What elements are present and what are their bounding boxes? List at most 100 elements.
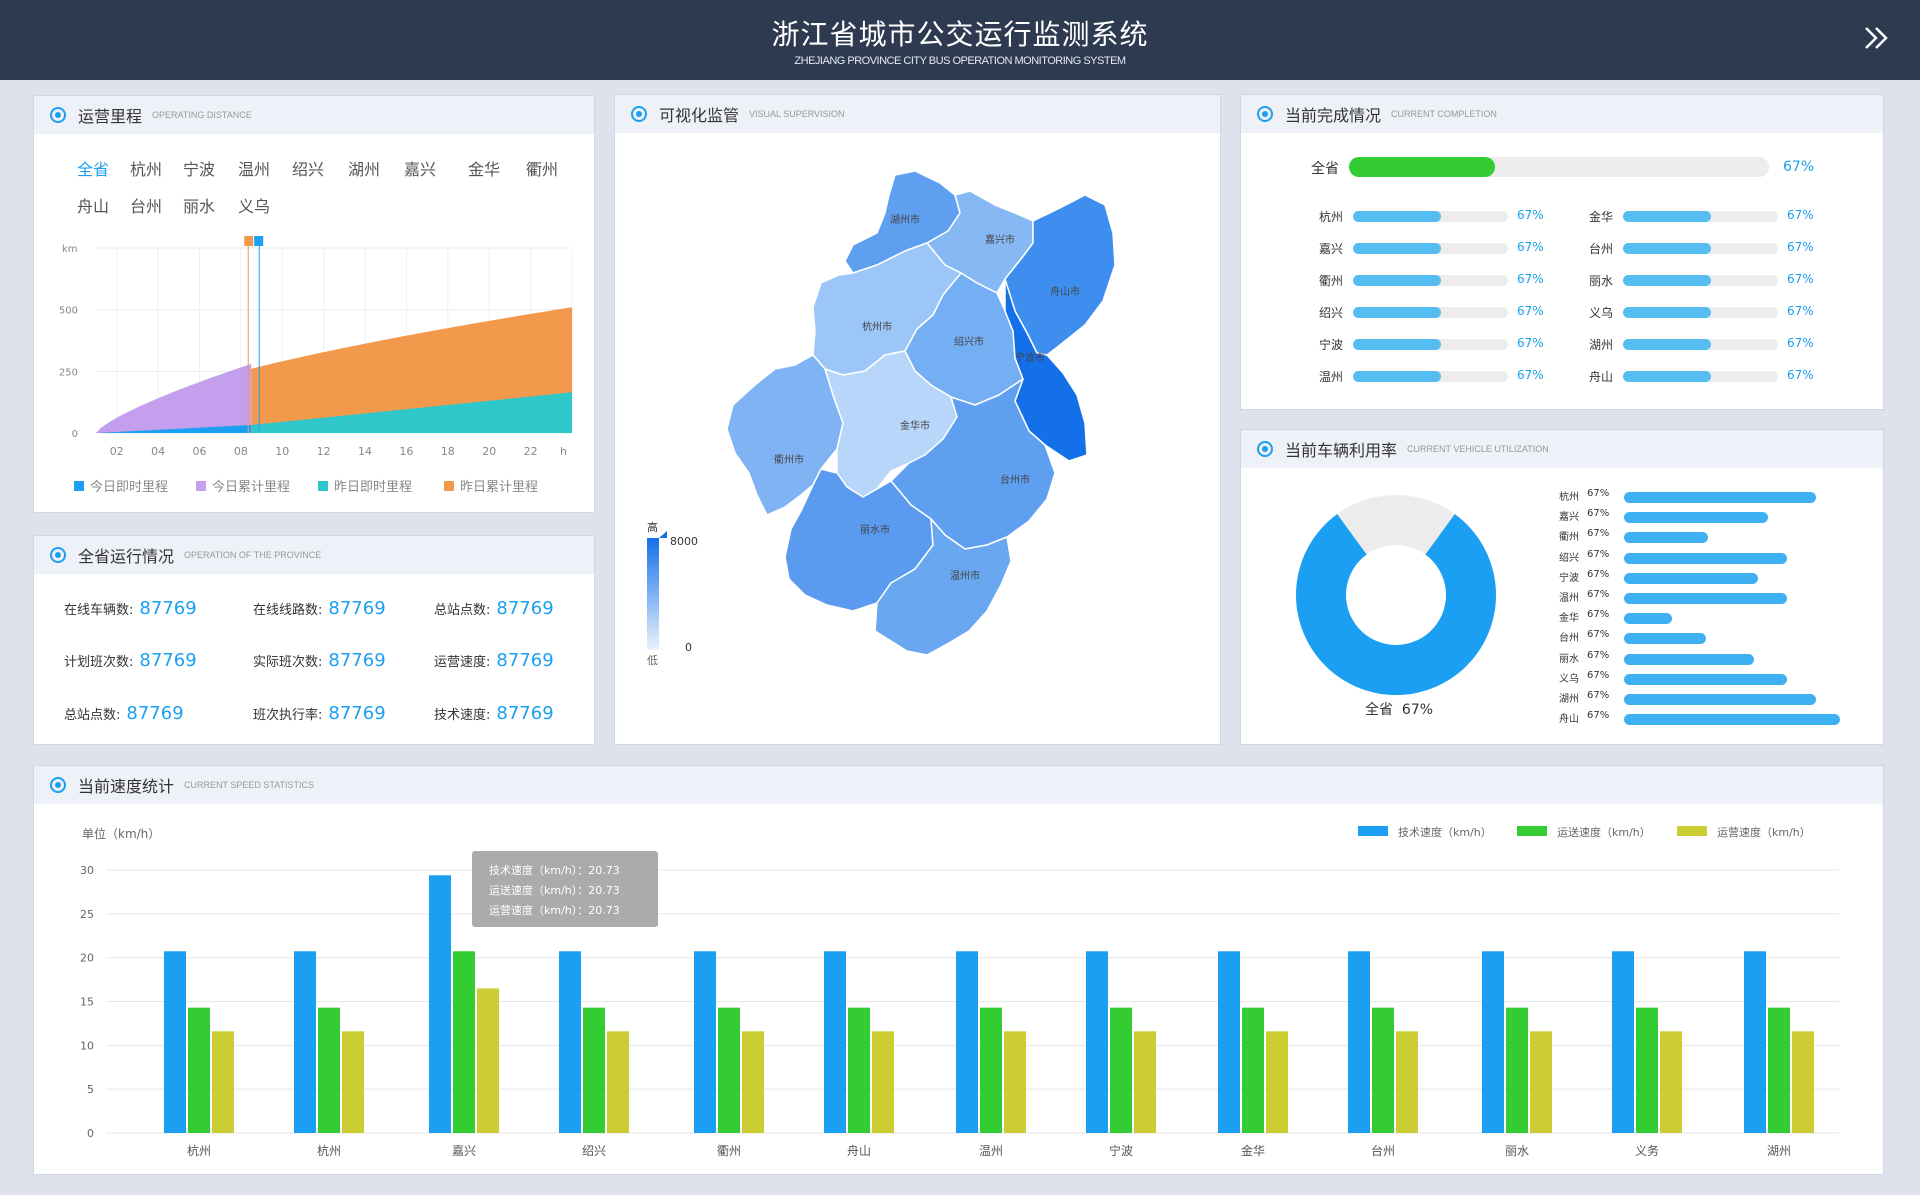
legend-swatch [444,480,454,491]
donut-label: 全省 [1365,702,1393,718]
completion-city-fill [1353,243,1442,254]
utilization-city-bar [1624,694,1816,705]
legend-swatch [1517,826,1547,836]
completion-panel-subtitle: CURRENT COMPLETION [1391,109,1497,119]
utilization-city-label: 杭州 [1559,492,1579,503]
map-panel: 可视化监管 VISUAL SUPERVISION 湖州市 嘉兴市 舟山市 杭州市 绍兴市… [614,94,1221,745]
speed-bar [1482,951,1504,1133]
completion-city-label: 丽水 [1589,274,1614,288]
utilization-panel-header: 当前车辆利用率 CURRENT VEHICLE UTILIZATION [1241,430,1883,468]
utilization-city-label: 温州 [1559,593,1579,604]
speed-bar [694,951,716,1133]
legend-label: 昨日累计里程 [460,480,539,495]
speed-bar [1218,951,1240,1133]
y-tick-label: 25 [80,908,94,921]
city-tab[interactable]: 金华 [468,160,501,179]
y-unit: km [62,244,78,255]
city-tab[interactable]: 全省 [77,160,110,179]
speed-bar [342,1031,364,1133]
utilization-city-label: 衢州 [1559,532,1579,544]
y-axis-label: 单位（km/h） [82,826,160,841]
completion-panel-header: 当前完成情况 CURRENT COMPLETION [1241,95,1883,133]
x-tick-label: 衢州 [717,1144,741,1158]
speed-panel: 当前速度统计 CURRENT SPEED STATISTICS 0 5 10 15 20… [33,765,1884,1175]
completion-city-fill [1623,243,1712,254]
x-tick-label: 20 [482,445,496,458]
city-tab[interactable]: 温州 [238,160,271,179]
stat-item: 运营速度: 87769 [434,650,554,671]
city-tab[interactable]: 嘉兴 [404,160,437,179]
x-tick-label: 18 [441,445,455,458]
map-legend-handle[interactable] [659,531,667,538]
utilization-city-label: 绍兴 [1559,552,1579,564]
speed-tooltip: 技术速度（km/h）：20.73 运送速度（km/h）：20.73 运营速度（km/… [472,851,658,927]
city-tab[interactable]: 杭州 [130,160,163,179]
speed-panel-header: 当前速度统计 CURRENT SPEED STATISTICS [34,766,1883,804]
completion-city-track [1623,243,1778,254]
city-tab[interactable]: 丽水 [183,197,216,216]
y-tick-label: 10 [80,1039,94,1052]
utilization-city-bar [1624,633,1706,645]
city-tab[interactable]: 舟山 [77,197,110,216]
completion-city-track [1353,275,1508,286]
stat-value: 87769 [328,703,386,724]
map-region-wenzhou[interactable] [874,518,1012,656]
x-tick-label: 绍兴 [582,1144,606,1158]
city-tab[interactable]: 绍兴 [292,160,325,179]
completion-city-fill [1353,307,1442,318]
completion-city-track [1623,371,1778,382]
completion-panel-title: 当前完成情况 [1285,106,1382,125]
speed-bar [477,988,499,1133]
utilization-donut [1296,495,1496,695]
completion-city-label: 宁波 [1319,338,1344,352]
donut-fill [1296,514,1496,695]
stat-item: 在线车辆数: 87769 [64,598,197,619]
map-legend-high: 高 [647,520,658,534]
double-chevron-right-icon[interactable] [1862,22,1894,54]
map-panel-subtitle: VISUAL SUPERVISION [749,109,845,119]
utilization-city-bar [1624,552,1788,564]
map-region-label: 金华市 [900,419,930,432]
completion-city-fill [1353,371,1442,382]
city-tab[interactable]: 义乌 [238,197,271,216]
completion-total-track [1349,157,1769,177]
completion-city-label: 衢州 [1319,274,1344,288]
completion-city-fill [1623,307,1712,318]
legend-label: 昨日即时里程 [334,480,413,495]
stat-value: 87769 [496,598,554,619]
distance-chart: km 0 250 500 02 04 06 08 10 12 14 16 18 20 22 h [59,236,573,458]
legend-label: 运营速度（km/h） [1717,825,1811,839]
tooltip-line: 运营速度（km/h）：20.73 [489,903,620,917]
city-tab[interactable]: 湖州 [348,160,381,179]
target-icon [1257,441,1273,457]
y-tick-label: 20 [80,952,94,965]
map-region-zhoushan[interactable] [1004,194,1116,356]
completion-city-label: 杭州 [1319,210,1344,224]
city-tab[interactable]: 衢州 [526,160,559,179]
completion-city-track [1623,211,1778,222]
utilization-panel: 当前车辆利用率 CURRENT VEHICLE UTILIZATION 全省 6… [1240,429,1884,745]
city-tab[interactable]: 台州 [130,197,163,216]
map-region-ningbo[interactable] [1004,278,1088,462]
completion-total-label: 全省 [1311,161,1339,177]
y-tick-label: 0 [72,429,78,440]
province-panel-title: 全省运行情况 [78,547,175,566]
speed-bar [429,875,451,1133]
utilization-city-label: 宁波 [1559,572,1579,584]
completion-city-pct: 67% [1787,304,1814,318]
map-region-label: 衢州市 [774,453,804,466]
speed-bar [1660,1031,1682,1133]
utilization-city-pct: 67% [1587,528,1610,540]
speed-bar [980,1007,1002,1133]
city-tab[interactable]: 宁波 [183,160,216,179]
speed-bar [1506,1007,1528,1133]
stat-value: 87769 [139,598,197,619]
legend-label: 今日即时里程 [90,480,169,495]
utilization-city-pct: 67% [1587,589,1610,600]
legend-swatch [1677,826,1707,836]
completion-city-track [1353,211,1508,222]
map-region-jiaxing[interactable] [926,190,1034,294]
x-tick-label: 10 [275,445,289,458]
y-tick-label: 0 [87,1127,94,1140]
speed-bar [1636,1007,1658,1133]
